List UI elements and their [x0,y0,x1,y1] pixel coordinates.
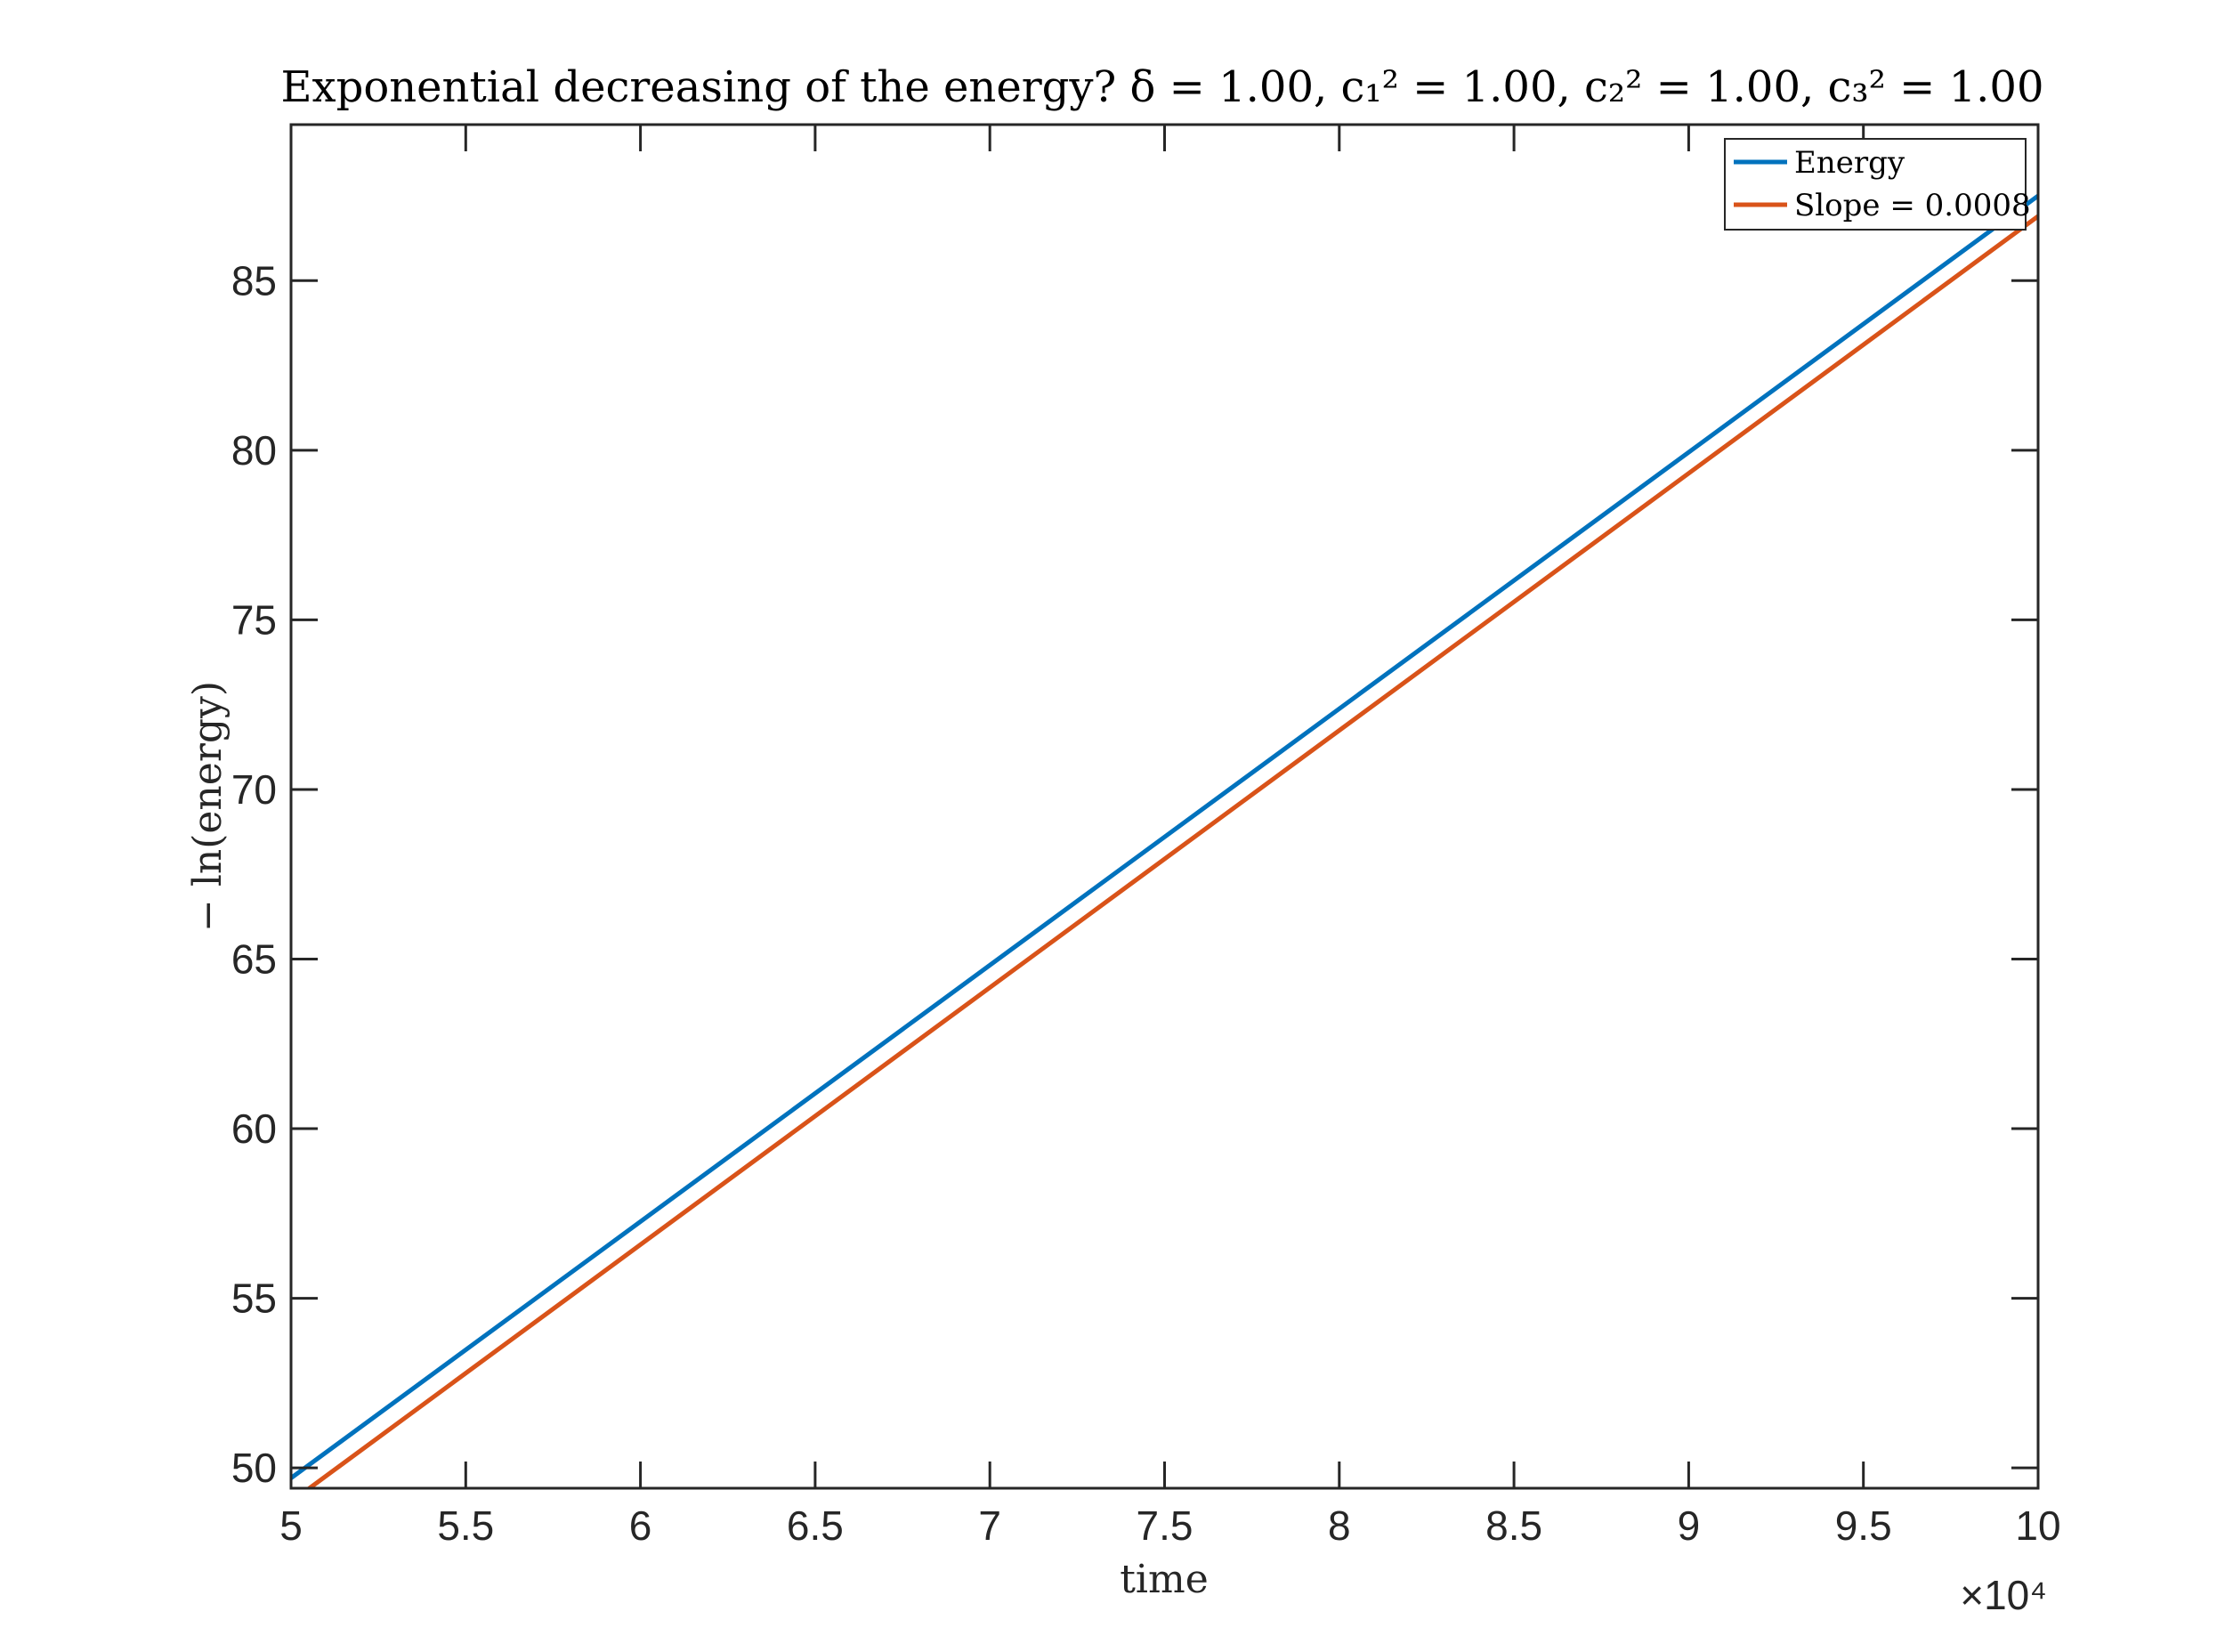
x-tick-label: 8.5 [1485,1502,1542,1549]
y-tick-label: 60 [231,1105,277,1152]
legend: Energy Slope = 0.0008 [1724,138,2031,231]
y-tick-label: 50 [231,1445,277,1491]
x-tick-label: 5.5 [437,1502,494,1549]
chart-title: Exponential decreasing of the energy? δ … [281,62,2044,112]
x-tick-label: 5 [279,1502,303,1549]
plot-area [291,125,2038,1488]
y-tick-label: 70 [231,766,277,813]
x-tick-label: 8 [1328,1502,1351,1549]
x-tick-label: 7.5 [1137,1502,1193,1549]
y-tick-label: 75 [231,596,277,643]
x-axis-label: time [1120,1557,1209,1602]
x-axis-exponent-label: ×10⁴ [1960,1572,2047,1618]
x-tick-label: 6 [629,1502,652,1549]
x-tick-label: 7 [978,1502,1001,1549]
legend-box [1724,138,2027,231]
x-tick-label: 9.5 [1835,1502,1892,1549]
legend-label-energy: Energy [1794,145,1905,181]
series-line-energy [291,193,2038,1480]
y-axis-label: − ln(energy) [185,681,231,932]
legend-label-slope: Slope = 0.0008 [1794,188,2031,223]
ticks-layer: 5 5.5 6 6.5 7 7.5 8 8.5 9 9.5 10 50 55 60 65 70 75 80 85 [231,125,2061,1549]
series-line-slope [305,214,2038,1488]
x-tick-label: 6.5 [787,1502,844,1549]
y-tick-label: 85 [231,257,277,304]
x-tick-label: 10 [2015,1502,2060,1549]
y-tick-label: 55 [231,1275,277,1322]
axes-box [289,123,2040,1490]
series-layer [291,193,2038,1488]
x-tick-label: 9 [1678,1502,1701,1549]
y-tick-label: 80 [231,427,277,474]
y-tick-label: 65 [231,935,277,982]
